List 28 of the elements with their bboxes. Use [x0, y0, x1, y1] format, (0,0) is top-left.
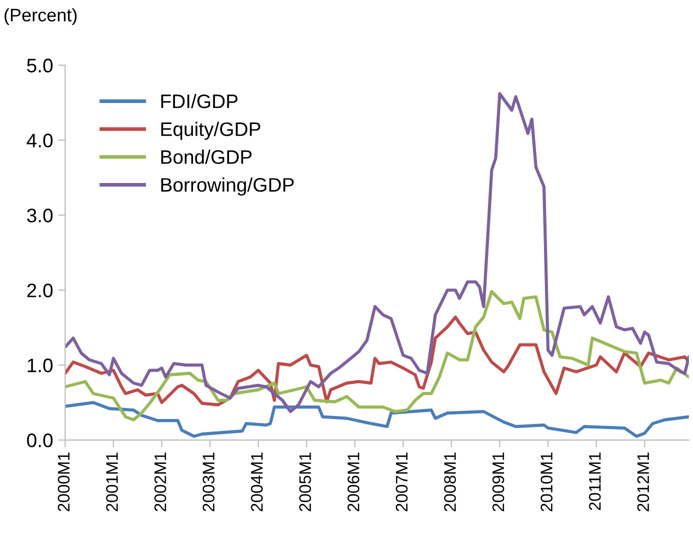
- y-tick-label: 3.0: [27, 208, 53, 222]
- x-tick-label: 2000M1: [58, 452, 70, 512]
- line-series: [65, 401, 689, 438]
- legend-label: FDI/GDP: [161, 94, 238, 108]
- line-series: [65, 92, 689, 414]
- x-tick-label: 2003M1: [202, 452, 214, 512]
- line-series: [65, 290, 689, 422]
- x-tick-label: 2006M1: [348, 452, 360, 512]
- y-tick-label: 4.0: [26, 134, 53, 148]
- x-tick-label: 2005M1: [299, 452, 312, 512]
- x-tick-label: 2009M1: [492, 452, 504, 512]
- y-tick-label: 0.0: [27, 434, 53, 448]
- legend-label: Equity/GDP: [161, 122, 260, 140]
- x-tick-label: 2010M1: [540, 452, 552, 512]
- y-tick-label: 5.0: [27, 58, 53, 72]
- y-tick-label: 1.0: [28, 358, 53, 372]
- x-tick-label: 2002M1: [154, 452, 166, 512]
- x-tick-label: 2007M1: [396, 452, 408, 512]
- x-tick-label: 2011M1: [588, 452, 601, 510]
- x-tick-label: 2008M1: [444, 452, 456, 512]
- y-tick-label: 2.0: [27, 284, 53, 298]
- legend-label: Borrowing/GDP: [161, 178, 294, 196]
- x-tick-label: 2004M1: [250, 452, 263, 512]
- x-tick-label: 2012M1: [637, 452, 650, 512]
- legend-label: Bond/GDP: [161, 150, 252, 164]
- y-axis-title: (Percent): [4, 8, 77, 26]
- line-series: [65, 316, 689, 406]
- x-tick-label: 2001M1: [106, 452, 118, 512]
